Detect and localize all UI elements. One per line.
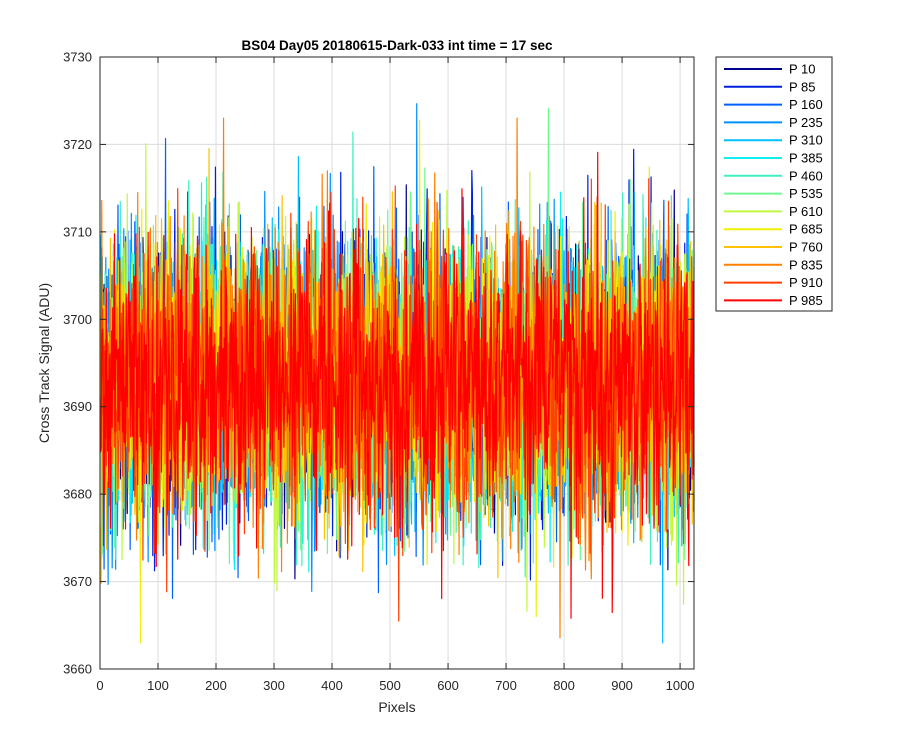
y-tick-label: 3730	[63, 50, 92, 65]
legend-label: P 160	[789, 97, 823, 112]
y-axis-label: Cross Track Signal (ADU)	[36, 283, 52, 443]
y-axis-ticks: 3660 3670 3680 3690 3700 3710 3720 3730	[63, 50, 694, 677]
x-tick-label: 800	[553, 678, 575, 693]
y-tick-label: 3680	[63, 487, 92, 502]
y-tick-label: 3690	[63, 399, 92, 414]
y-tick-label: 3660	[63, 662, 92, 677]
legend-label: P 85	[789, 79, 816, 94]
legend-label: P 310	[789, 133, 823, 148]
legend-label: P 385	[789, 151, 823, 166]
x-tick-label: 400	[321, 678, 343, 693]
plot-lines	[99, 103, 695, 644]
x-tick-label: 1000	[666, 678, 695, 693]
plot-frame	[99, 56, 695, 670]
y-tick-label: 3710	[63, 224, 92, 239]
x-tick-label: 600	[437, 678, 459, 693]
y-tick-label: 3700	[63, 312, 92, 327]
x-axis-label: Pixels	[378, 699, 415, 715]
x-tick-label: 500	[379, 678, 401, 693]
x-tick-label: 0	[96, 678, 103, 693]
x-tick-label: 300	[263, 678, 285, 693]
legend-label: P 10	[789, 62, 816, 77]
legend-label: P 535	[789, 186, 823, 201]
legend-label: P 235	[789, 115, 823, 130]
x-axis-ticks: 0 100 200 300 400 500 600 700 800 900 1000	[96, 57, 695, 693]
x-tick-label: 100	[147, 678, 169, 693]
y-tick-label: 3670	[63, 574, 92, 589]
legend-label: P 760	[789, 240, 823, 255]
series-line-p985	[99, 151, 695, 619]
x-tick-label: 900	[611, 678, 633, 693]
chart-title: BS04 Day05 20180615-Dark-033 int time = …	[241, 38, 553, 53]
y-tick-label: 3720	[63, 137, 92, 152]
x-tick-label: 200	[205, 678, 227, 693]
legend-box	[715, 56, 833, 312]
legend-label: P 610	[789, 204, 823, 219]
legend-label: P 835	[789, 257, 823, 272]
legend-label: P 460	[789, 168, 823, 183]
legend-label: P 985	[789, 293, 823, 308]
legend: P 10 P 85 P 160 P 235 P 310 P 385 P 460 P 535 P …	[715, 56, 833, 312]
x-tick-label: 700	[495, 678, 517, 693]
legend-label: P 685	[789, 222, 823, 237]
legend-label: P 910	[789, 275, 823, 290]
